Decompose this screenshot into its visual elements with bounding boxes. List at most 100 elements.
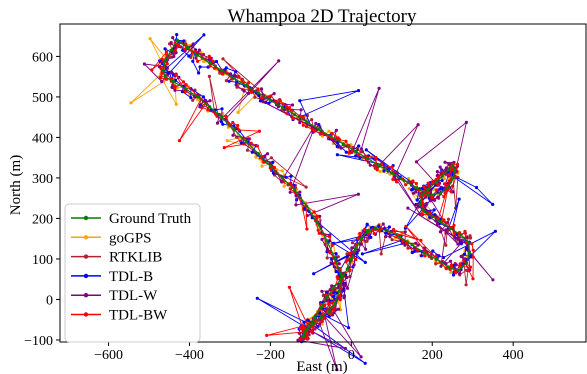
data-point [214,59,219,64]
data-point [257,129,261,133]
data-point [395,180,399,184]
data-point [312,210,316,214]
data-point [454,263,458,267]
data-point [365,229,370,233]
data-point [161,69,165,73]
data-point [336,277,340,281]
data-point [207,58,211,62]
data-point [458,262,462,266]
data-point [350,246,354,250]
y-tick-label: 0 [46,293,53,308]
data-point [336,255,340,259]
legend-item: goGPS [71,230,152,246]
data-point [363,361,367,365]
data-point [333,301,337,306]
data-point [289,182,293,186]
data-point [449,263,454,267]
data-point [434,180,438,184]
data-point [174,73,178,77]
data-point [426,193,430,197]
data-point [197,48,201,52]
data-point [457,197,461,201]
data-point [416,123,420,127]
data-point [170,76,174,80]
legend-item: RTKLIB [71,250,162,266]
data-point [255,296,259,300]
data-point [298,121,302,125]
data-point [307,324,311,328]
data-point [327,310,331,314]
data-point [253,95,257,99]
data-point [336,307,341,311]
data-point [259,87,264,91]
legend-swatch-marker [83,312,89,317]
data-point [390,171,394,175]
data-point [356,89,361,93]
data-point [261,100,265,104]
data-point [354,257,358,262]
data-point [440,178,444,183]
data-point [446,217,451,221]
x-tick-label: 200 [422,348,443,363]
data-point [456,268,461,272]
data-point [339,277,343,281]
data-point [322,316,326,321]
data-point [327,302,331,306]
data-point [332,291,336,295]
data-point [415,203,419,207]
data-point [175,33,179,37]
x-tick-label: −600 [94,348,123,363]
data-point [285,105,289,109]
data-point [316,324,320,328]
data-point [330,131,334,135]
data-point [327,314,331,318]
data-point [258,99,263,103]
data-point [236,110,240,114]
data-point [338,293,342,298]
data-point [187,54,191,58]
data-point [305,337,309,341]
data-point [463,231,467,235]
data-point [435,222,440,226]
data-point [183,87,187,91]
data-point [354,154,358,158]
data-point [453,231,457,235]
data-point [278,99,282,103]
data-point [262,160,266,164]
data-point [419,238,423,242]
data-point [459,242,463,246]
data-point [170,85,174,89]
data-point [325,295,329,299]
data-point [414,182,418,186]
data-point [442,177,446,181]
data-point [435,170,439,174]
data-point [446,265,450,269]
data-point [249,141,253,145]
data-point [173,49,177,53]
data-point [304,124,308,129]
data-point [452,168,457,172]
data-point [347,151,351,155]
data-point [224,115,228,119]
data-point [317,127,321,131]
data-point [443,160,447,164]
data-point [331,286,335,290]
data-point [343,283,347,287]
data-point [233,73,237,77]
data-point [236,124,240,128]
legend-item: Ground Truth [71,211,192,227]
data-point [411,179,415,183]
data-point [191,42,195,46]
data-point [242,89,246,93]
data-point [430,196,434,200]
data-point [173,85,177,90]
data-point [426,181,430,185]
data-point [191,98,195,102]
data-point [406,246,410,250]
data-point [422,185,426,189]
data-point [129,101,133,105]
data-point [317,231,321,235]
data-point [467,241,471,245]
data-point [196,53,200,57]
data-point [271,171,276,175]
